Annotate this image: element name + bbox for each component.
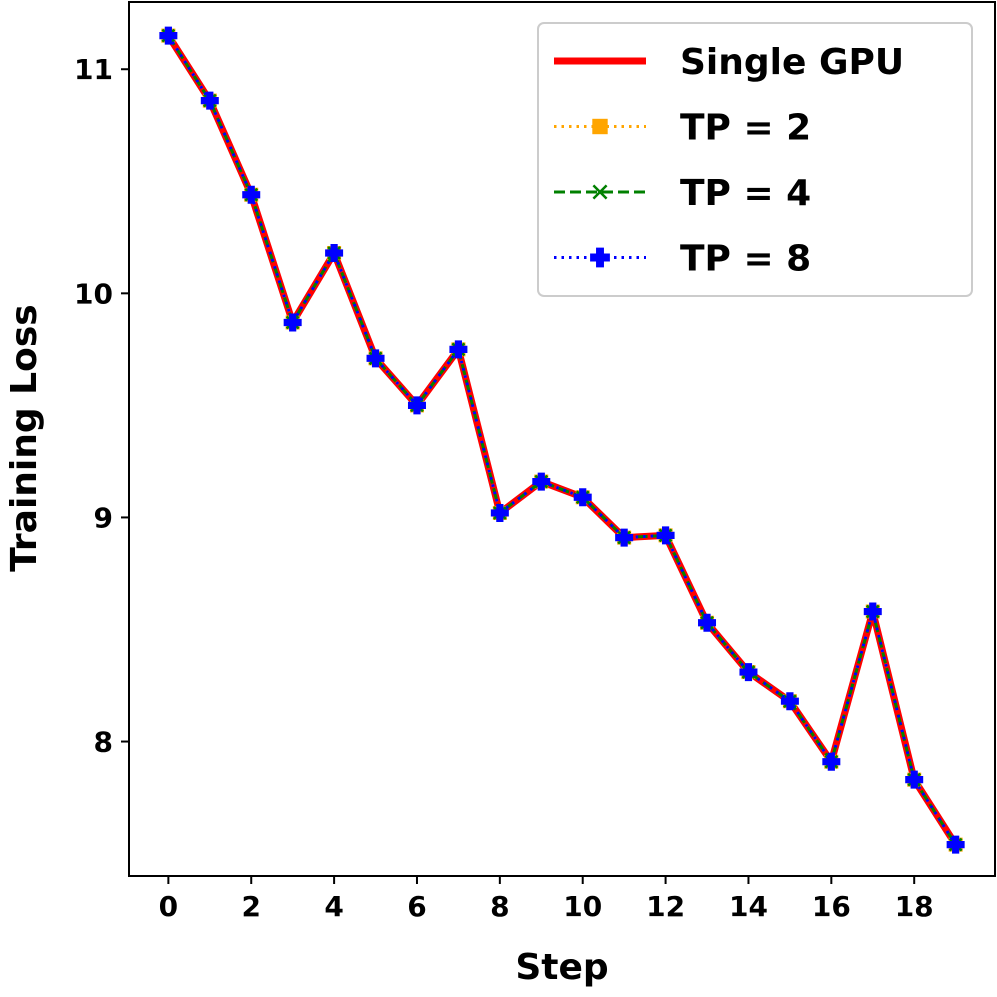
legend-label-tp-8: TP = 8 bbox=[680, 239, 811, 280]
series-line-tp-4 bbox=[167, 34, 957, 846]
x-tick-label: 10 bbox=[563, 890, 602, 923]
x-tick-label: 18 bbox=[895, 890, 934, 923]
legend-marker-tp-2 bbox=[592, 118, 608, 135]
data-point-tp-8 bbox=[573, 488, 592, 507]
y-axis-ticks: 8 9 10 11 bbox=[74, 53, 129, 759]
y-tick-label: 9 bbox=[94, 501, 113, 534]
data-point-tp-8 bbox=[822, 752, 841, 771]
legend-label-tp-2: TP = 2 bbox=[680, 108, 811, 149]
plot-frame bbox=[128, 1, 996, 877]
data-point-tp-8 bbox=[283, 313, 302, 332]
data-point-tp-8 bbox=[242, 185, 261, 204]
data-point-tp-8 bbox=[946, 835, 965, 854]
legend: Single GPU TP = 2 TP = 4 TP = 8 bbox=[537, 22, 973, 297]
x-axis-ticks: 0 2 4 6 8 10 12 14 16 18 bbox=[159, 876, 934, 923]
data-point-tp-8 bbox=[449, 340, 468, 359]
x-tick-label: 2 bbox=[241, 890, 260, 923]
y-axis-label: Training Loss bbox=[4, 304, 45, 571]
series-layer bbox=[159, 26, 965, 854]
legend-label-tp-4: TP = 4 bbox=[680, 173, 811, 214]
y-tick-label: 8 bbox=[94, 726, 113, 759]
data-point-tp-8 bbox=[325, 243, 344, 262]
x-tick-label: 6 bbox=[407, 890, 426, 923]
data-point-tp-8 bbox=[780, 692, 799, 711]
legend-marker-tp-4 bbox=[592, 184, 608, 200]
legend-box bbox=[537, 22, 973, 297]
x-tick-label: 16 bbox=[812, 890, 851, 923]
data-point-tp-8 bbox=[905, 770, 924, 789]
x-tick-label: 0 bbox=[159, 890, 178, 923]
x-tick-label: 8 bbox=[490, 890, 509, 923]
x-tick-label: 4 bbox=[324, 890, 343, 923]
y-tick-label: 11 bbox=[74, 53, 113, 86]
data-point-tp-8 bbox=[656, 526, 675, 545]
data-point-tp-8 bbox=[532, 472, 551, 491]
data-point-tp-8 bbox=[366, 349, 385, 368]
x-tick-label: 12 bbox=[646, 890, 685, 923]
data-point-tp-8 bbox=[490, 503, 509, 522]
data-point-tp-8 bbox=[200, 91, 219, 110]
legend-label-single-gpu: Single GPU bbox=[680, 42, 904, 83]
data-point-tp-8 bbox=[159, 26, 178, 45]
y-tick-label: 10 bbox=[74, 277, 113, 310]
data-point-tp-8 bbox=[739, 663, 758, 682]
data-point-tp-8 bbox=[863, 602, 882, 621]
data-point-tp-8 bbox=[407, 396, 426, 415]
data-point-tp-8 bbox=[615, 528, 634, 547]
x-tick-label: 14 bbox=[729, 890, 768, 923]
x-axis-label: Step bbox=[515, 947, 608, 988]
data-point-tp-8 bbox=[698, 613, 717, 632]
legend-marker-tp-8 bbox=[590, 247, 610, 268]
